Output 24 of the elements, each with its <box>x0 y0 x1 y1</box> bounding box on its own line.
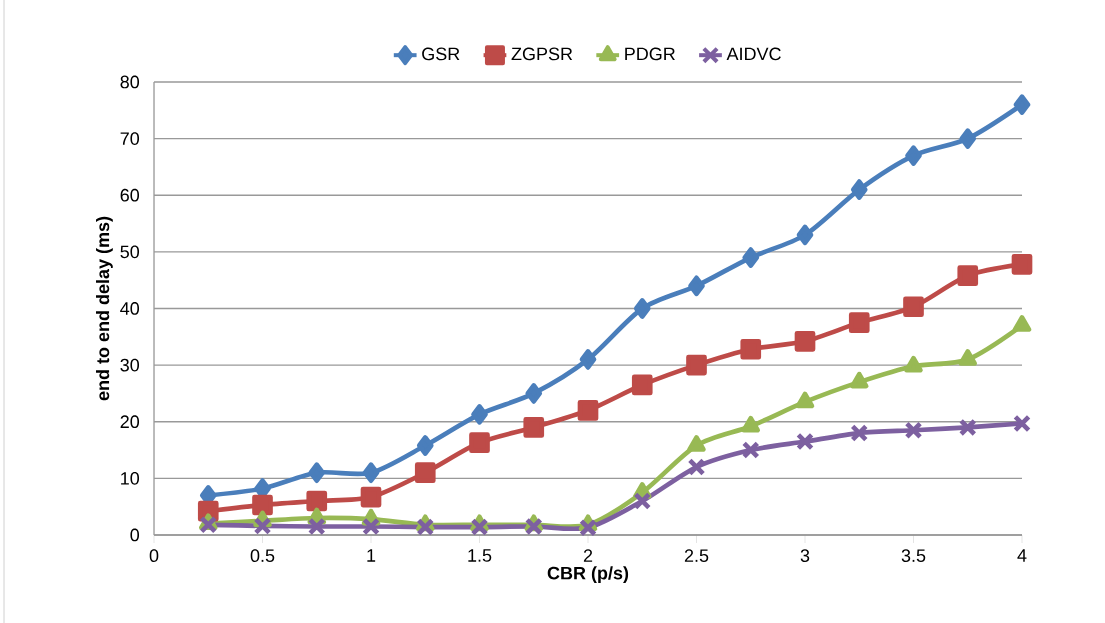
x-tick-label: 3.5 <box>901 549 926 562</box>
legend-label: GSR <box>422 47 460 61</box>
x-tick-label: 0.5 <box>250 549 275 562</box>
x-tick-label: 2 <box>583 549 593 562</box>
y-tick-label: 70 <box>120 132 140 145</box>
x-tick-label: 1.5 <box>468 549 492 562</box>
y-tick-label: 20 <box>120 415 140 429</box>
x-tick-label: 1 <box>367 549 376 562</box>
y-tick-label: 0 <box>130 528 140 542</box>
x-axis-title: CBR (p/s) <box>547 566 629 584</box>
y-axis-title: end to end delay (ms) <box>96 216 113 401</box>
legend-label: PDGR <box>625 47 675 61</box>
y-tick-label: 10 <box>121 471 140 485</box>
x-tick-label: 4 <box>1017 549 1027 562</box>
y-tick-label: 40 <box>120 302 140 315</box>
y-tick-label: 50 <box>120 245 140 259</box>
y-tick-label: 60 <box>120 188 140 202</box>
y-tick-label: 80 <box>120 75 140 89</box>
x-tick-label: 2.5 <box>684 549 709 562</box>
y-tick-label: 30 <box>120 358 140 372</box>
legend-label: ZGPSR <box>511 47 573 61</box>
x-tick-label: 0 <box>149 549 159 562</box>
x-tick-label: 3 <box>800 549 810 562</box>
legend-label: AIDVC <box>726 47 781 61</box>
